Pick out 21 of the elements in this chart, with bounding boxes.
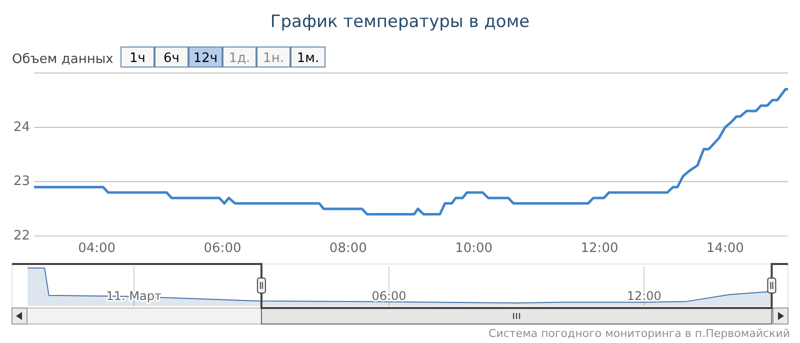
x-tick-label: 14:00 [706,241,744,256]
text: 1ч [130,51,146,66]
text: 1д. [228,51,250,66]
text: Объем данных [12,52,114,67]
text: 12ч [193,51,218,66]
chart-title: График температуры в доме [270,12,530,32]
y-tick-label: 22 [13,228,30,244]
line-series [32,88,790,216]
x-tick-label: 04:00 [78,241,116,256]
text: 1н. [263,51,284,66]
x-tick-label: 06:00 [204,241,242,256]
text: 6ч [164,51,180,66]
x-tick-label: 06:00 [372,289,406,303]
x-tick-label: 10:00 [455,241,493,256]
text: Система погодного мониторинга в п.Первомайский [488,327,790,340]
x-tick-label: 08:00 [329,241,367,256]
text: 1м. [296,51,320,66]
y-tick-label: 24 [13,120,30,135]
y-tick-label: 23 [13,174,30,190]
x-tick-label: 12:00 [626,289,662,303]
x-tick-label: 12:00 [580,241,618,256]
